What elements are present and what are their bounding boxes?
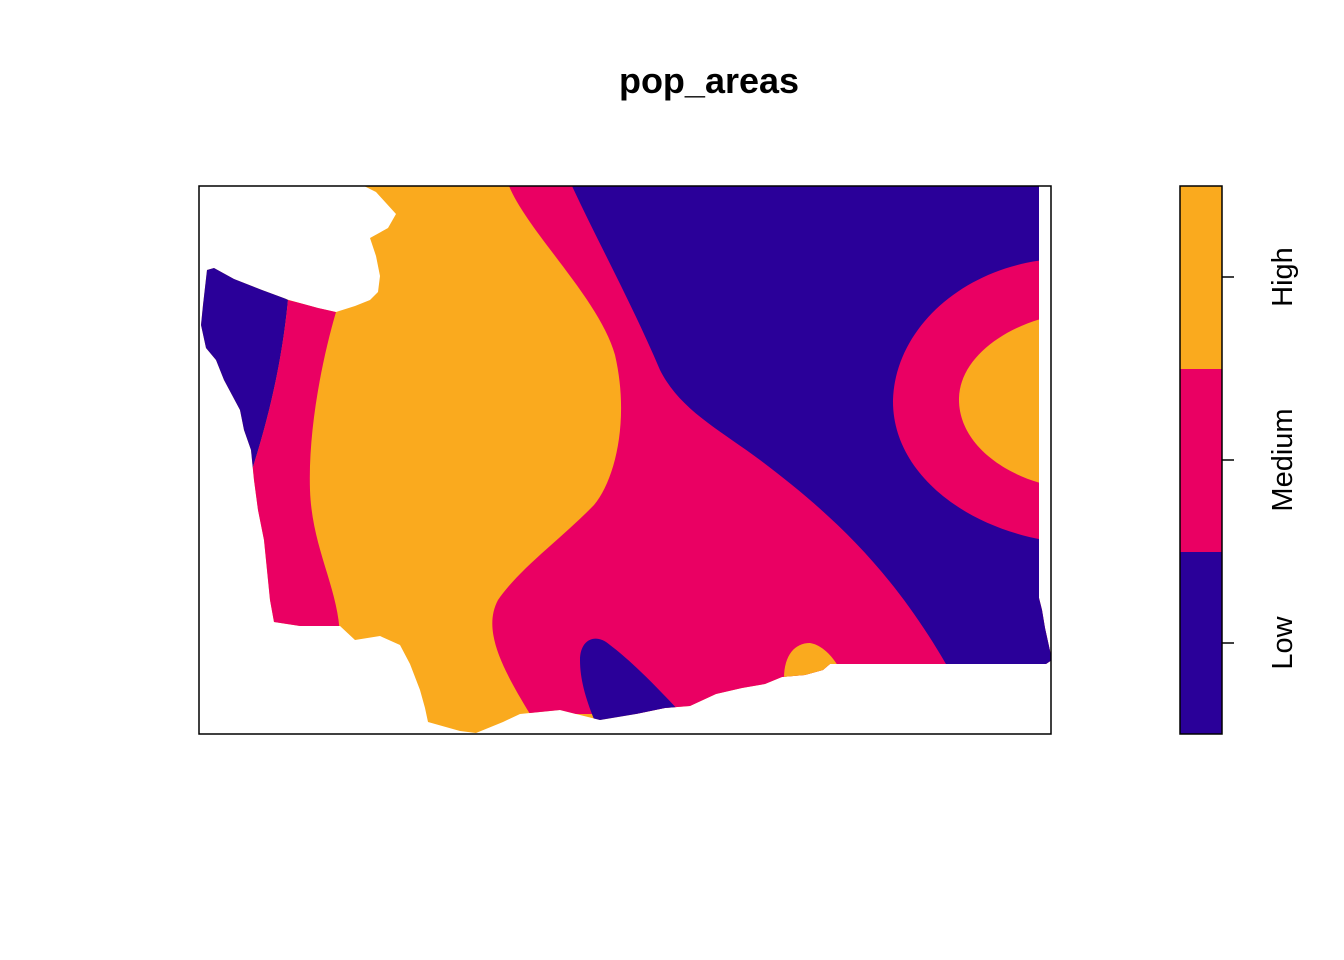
region-low-northeast <box>572 186 1051 680</box>
plot-title: pop_areas <box>619 60 799 101</box>
legend: High Medium Low <box>1179 185 1299 735</box>
region-medium-west <box>252 300 340 640</box>
legend-swatch-high <box>1180 186 1222 369</box>
region-high-east-center <box>958 318 1044 484</box>
legend-label-low: Low <box>1267 615 1299 669</box>
legend-label-high: High <box>1267 247 1299 307</box>
region-low-south-lobe <box>580 638 680 724</box>
map-raster <box>201 186 1051 733</box>
east-edge-gap <box>1039 186 1042 596</box>
legend-swatch-low <box>1180 552 1222 734</box>
legend-label-medium: Medium <box>1267 408 1299 511</box>
map-frame <box>198 185 1052 735</box>
legend-swatch-medium <box>1180 369 1222 552</box>
